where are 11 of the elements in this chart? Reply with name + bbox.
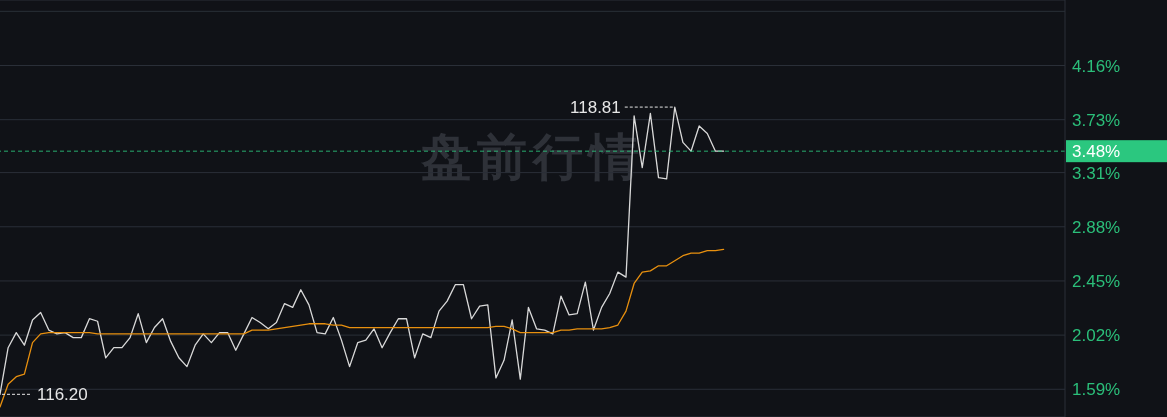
line-series bbox=[0, 248, 725, 408]
ref-line-label: 3.48% bbox=[1072, 142, 1121, 162]
y-tick-label: 4.16% bbox=[1072, 56, 1121, 76]
y-tick-label: 2.88% bbox=[1072, 217, 1121, 237]
y-tick-label: 3.31% bbox=[1072, 163, 1121, 183]
y-tick-label: 2.02% bbox=[1072, 326, 1121, 346]
annotation: 118.81 bbox=[570, 98, 621, 118]
annotation: 116.20 bbox=[37, 385, 88, 405]
y-tick-label: 1.59% bbox=[1072, 380, 1121, 400]
y-tick-label: 2.45% bbox=[1072, 271, 1121, 291]
y-tick-label: 3.73% bbox=[1072, 110, 1121, 130]
